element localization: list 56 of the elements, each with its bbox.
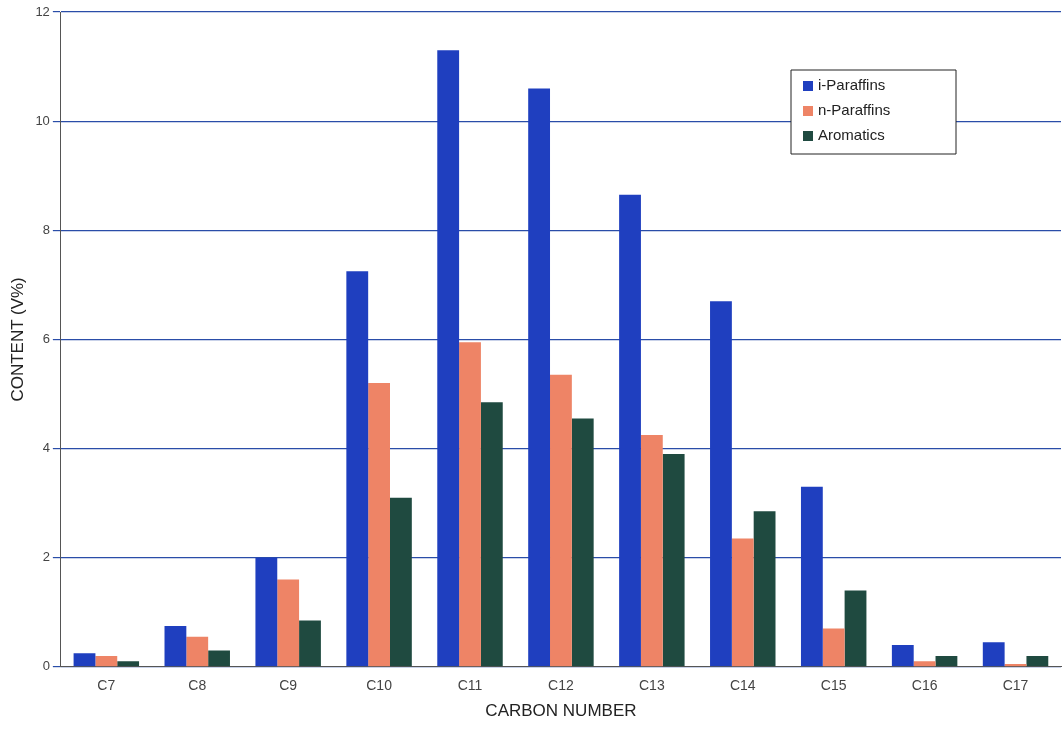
bar <box>844 590 867 667</box>
legend-label: n-Paraffins <box>818 101 891 119</box>
bar <box>299 620 321 667</box>
x-tick-label: C9 <box>279 677 298 694</box>
y-tick-label: 12 <box>35 3 50 19</box>
y-tick-label: 2 <box>42 549 50 565</box>
bar <box>891 644 914 667</box>
bar <box>1004 664 1027 667</box>
bar <box>550 374 572 667</box>
bar <box>662 453 685 667</box>
bar <box>822 628 845 667</box>
bar <box>619 194 641 667</box>
bar <box>731 538 754 667</box>
bar <box>571 418 594 667</box>
bar <box>528 88 551 667</box>
bar <box>480 402 503 667</box>
x-tick-label: C15 <box>820 677 847 694</box>
bar <box>640 434 663 667</box>
x-tick-label: C11 <box>457 677 483 694</box>
x-axis-title: CARBON NUMBER <box>485 701 637 721</box>
bar <box>255 557 278 667</box>
y-axis-title: CONTENT (V%) <box>7 277 27 402</box>
y-tick-label: 8 <box>42 221 50 237</box>
bar <box>73 653 96 667</box>
x-tick-label: C10 <box>366 677 393 694</box>
y-tick-label: 0 <box>42 658 50 674</box>
bar <box>186 636 209 667</box>
x-tick-label: C16 <box>911 677 938 694</box>
x-tick-label: C14 <box>729 677 756 694</box>
x-tick-label: C13 <box>639 677 665 694</box>
y-tick-label: 10 <box>35 112 50 128</box>
bar <box>982 642 1005 667</box>
x-tick-label: C17 <box>1002 677 1029 694</box>
bar <box>710 301 732 667</box>
bar <box>346 271 369 667</box>
bar <box>368 383 390 667</box>
legend-label: Aromatics <box>818 126 885 144</box>
bar <box>390 497 412 667</box>
bar <box>208 650 230 667</box>
y-tick-label: 4 <box>42 440 50 456</box>
bar <box>164 625 187 667</box>
bar <box>753 511 776 667</box>
bar <box>117 661 140 667</box>
bar <box>800 486 823 667</box>
x-tick-label: C7 <box>97 677 116 694</box>
bar <box>913 661 936 667</box>
x-tick-label: C12 <box>548 677 574 694</box>
x-tick-label: C8 <box>188 677 207 694</box>
bar <box>935 655 958 667</box>
y-tick-label: 6 <box>42 330 50 346</box>
bar <box>459 342 481 667</box>
legend-label: i-Paraffins <box>818 76 886 94</box>
bar <box>1026 655 1049 667</box>
bar <box>437 50 460 667</box>
bar <box>277 579 300 667</box>
bar <box>95 655 118 667</box>
